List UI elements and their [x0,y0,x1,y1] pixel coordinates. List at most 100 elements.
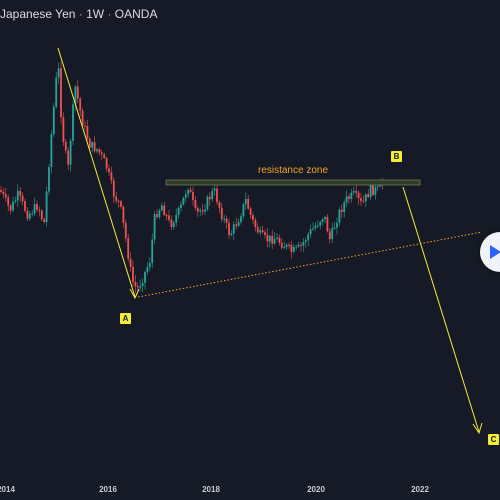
candle-body [364,194,367,202]
candle-body [141,282,144,287]
candle-body [283,246,286,248]
candle-body [108,168,110,173]
candle-body [9,205,12,211]
candle-body [196,208,199,212]
candle-body [43,219,46,223]
candle-body [12,201,14,211]
x-tick-label: 2022 [411,485,429,494]
play-button[interactable] [480,232,500,272]
candle-body [124,222,127,239]
x-tick-label: 2014 [0,485,15,494]
candle-body [76,86,79,99]
candle-body [91,142,94,148]
candle-body [235,224,238,226]
candle-body [16,190,19,201]
candle-body [302,242,305,246]
title-separator: · [78,7,83,21]
candle-body [316,225,319,227]
candle-body [244,198,247,204]
candle-body [177,207,180,215]
candle-body [280,242,283,248]
candle-body [345,196,348,203]
candle-body [297,244,300,247]
candle-body [292,246,295,252]
interval-label: 1W [86,7,105,21]
candle-body [360,198,362,202]
candle-body [50,134,53,168]
candle-body [307,234,310,241]
candle-body [24,201,26,211]
candle-body [266,235,269,242]
candle-body [268,235,271,242]
candle-body [168,215,170,220]
candle-body [336,222,338,228]
candle-body [127,238,130,259]
candle-body [252,214,254,220]
candle-body [189,189,192,192]
candle-body [112,180,115,197]
x-tick-label: 2018 [202,485,220,494]
candle-body [312,228,314,230]
candle-body [276,237,278,239]
candle-body [79,98,82,111]
candle-body [352,191,355,193]
candle-body [182,197,185,205]
candle-body [100,152,103,155]
candle-body [259,230,262,233]
candle-body [201,210,204,212]
candle-body [242,203,245,217]
candle-body [225,218,228,223]
arrowhead-a [129,288,140,300]
candle-body [372,185,374,195]
candle-body [74,86,77,105]
point-b-label: B [391,151,402,162]
candle-body [28,213,31,219]
candle-body [48,167,50,192]
arrowhead-c [472,422,483,435]
candle-body [38,209,41,211]
candle-body [314,225,317,229]
candle-body [172,222,175,227]
candle-body [57,68,60,78]
candle-body [333,227,336,229]
candle-body [230,233,233,235]
candle-body [134,281,137,287]
candle-body [254,219,257,228]
candle-body [144,271,146,283]
candle-body [160,205,163,211]
candle-body [300,244,302,246]
candle-body [2,191,5,195]
candle-body [350,192,353,200]
candle-body [285,244,288,247]
point-c-label: C [488,434,499,445]
symbol-name: Japanese Yen [0,7,76,21]
candle-body [86,125,89,139]
candle-body [326,217,329,232]
candle-body [115,196,118,201]
candle-body [211,190,214,200]
candle-body [367,194,370,198]
candle-body [170,219,173,227]
candle-body [129,258,132,267]
candle-body [132,266,134,282]
candle-body [175,214,178,223]
candle-body [163,205,166,216]
candle-body [103,154,106,158]
candle-body [228,222,230,235]
candle-body [26,210,29,219]
candle-body [271,235,274,244]
candle-body [55,77,58,107]
candle-body [232,224,235,234]
candle-body [180,204,182,208]
candles-group [0,61,384,293]
candle-body [36,204,38,210]
candle-body [21,195,24,202]
candle-body [88,138,91,148]
candle-body [0,190,2,192]
candle-body [278,237,281,243]
candle-body [14,200,17,202]
candle-body [204,209,206,212]
candle-body [52,106,55,135]
